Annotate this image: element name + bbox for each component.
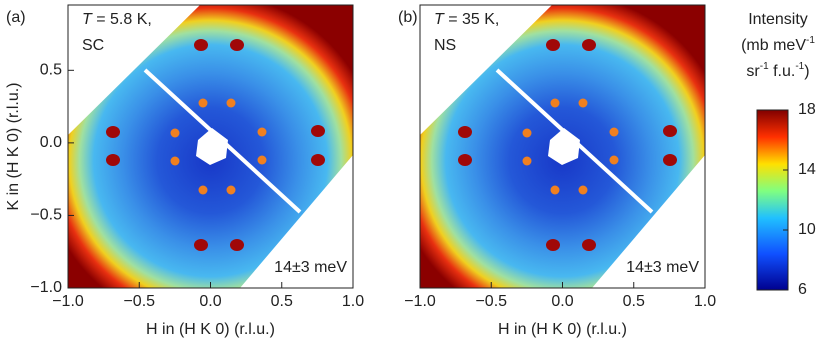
colorbar-unit: sr-1 f.u.-1)	[746, 61, 809, 81]
colorbar-tick-label: 14	[798, 161, 816, 178]
x-tick-label: 0.5	[623, 293, 645, 310]
peak	[106, 126, 120, 138]
x-tick-label: 0.0	[551, 293, 573, 310]
y-axis-label: K in (H K 0) (r.l.u.)	[5, 82, 22, 210]
text-part: = 5.8 K,	[92, 11, 152, 28]
peak	[458, 126, 472, 138]
panel-label: (a)	[6, 9, 26, 26]
peak	[550, 185, 560, 195]
x-tick-label: −1.0	[52, 293, 84, 310]
no-data-center	[548, 128, 580, 165]
text-part: -1	[806, 35, 815, 46]
text-part: T	[82, 11, 93, 28]
peak	[311, 154, 325, 166]
colorbar-tick-label: 6	[798, 281, 807, 298]
peak	[198, 185, 208, 195]
text-part: T	[434, 11, 445, 28]
x-tick-label: −1.0	[404, 293, 436, 310]
map	[420, 5, 705, 288]
peak	[578, 185, 588, 195]
peak	[609, 127, 619, 137]
peak	[458, 154, 472, 166]
x-tick-label: −0.5	[475, 293, 507, 310]
text-part: )	[804, 63, 809, 80]
energy: 14±3 meV	[626, 259, 699, 276]
text-part: f.u.	[769, 63, 796, 80]
state: SC	[82, 37, 104, 54]
temperature: T = 35 K,	[434, 11, 499, 28]
x-tick-label: 0.5	[271, 293, 293, 310]
peak	[230, 39, 244, 51]
peak	[582, 239, 596, 251]
no-data-center	[196, 128, 228, 165]
peak	[226, 98, 236, 108]
y-tick-label: 0.0	[40, 134, 62, 151]
x-axis-label: H in (H K 0) (r.l.u.)	[498, 321, 627, 338]
text-part: -1	[795, 61, 804, 72]
state: NS	[434, 37, 456, 54]
y-tick-label: 0.5	[40, 62, 62, 79]
text-part: (mb meV	[741, 37, 806, 54]
text-part: = 35 K,	[444, 11, 500, 28]
peak	[546, 39, 560, 51]
x-axis-label: H in (H K 0) (r.l.u.)	[146, 321, 275, 338]
peak	[550, 98, 560, 108]
x-tick-label: 1.0	[694, 293, 716, 310]
peak	[198, 98, 208, 108]
colorbar-tick-label: 18	[798, 101, 816, 118]
temperature: T = 5.8 K,	[82, 11, 152, 28]
energy: 14±3 meV	[274, 259, 347, 276]
y-tick-label: −1.0	[30, 279, 62, 296]
text-part: sr	[746, 63, 760, 80]
peak	[663, 154, 677, 166]
x-tick-label: 0.0	[199, 293, 221, 310]
peak	[257, 127, 267, 137]
x-tick-label: 1.0	[342, 293, 364, 310]
heatmap	[420, 5, 705, 288]
x-tick-label: −0.5	[123, 293, 155, 310]
peak	[230, 239, 244, 251]
peak	[522, 128, 532, 138]
map	[68, 5, 353, 288]
peak	[170, 128, 180, 138]
colorbar	[756, 109, 789, 291]
peak	[194, 39, 208, 51]
peak	[546, 239, 560, 251]
peak	[106, 154, 120, 166]
peak	[582, 39, 596, 51]
peak	[609, 155, 619, 165]
panel-label: (b)	[398, 9, 418, 26]
peak	[311, 125, 325, 137]
heatmap	[68, 5, 353, 288]
colorbar-title: Intensity	[748, 11, 808, 28]
peak	[522, 156, 532, 166]
text-part: -1	[760, 61, 769, 72]
peak	[578, 98, 588, 108]
peak	[170, 156, 180, 166]
peak	[194, 239, 208, 251]
colorbar-tick-label: 10	[798, 221, 816, 238]
colorbar-unit: (mb meV-1	[741, 35, 815, 55]
y-tick-label: −0.5	[30, 207, 62, 224]
peak	[226, 185, 236, 195]
peak	[663, 125, 677, 137]
peak	[257, 155, 267, 165]
